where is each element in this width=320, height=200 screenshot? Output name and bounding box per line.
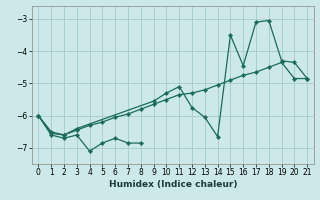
X-axis label: Humidex (Indice chaleur): Humidex (Indice chaleur) — [108, 180, 237, 189]
